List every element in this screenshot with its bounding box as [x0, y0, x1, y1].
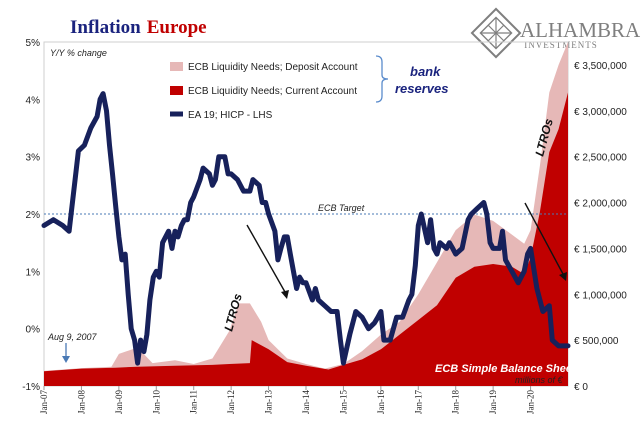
- right-tick-label: € 3,500,000: [574, 61, 627, 72]
- left-tick-label: 2%: [26, 210, 41, 221]
- left-tick-label: 3%: [26, 153, 41, 164]
- right-tick-label: € 2,000,000: [574, 199, 627, 210]
- diamond-lattice-icon: [470, 7, 522, 59]
- x-tick-label: Jan-17: [413, 390, 423, 414]
- chart-title: Inflation Europe: [70, 17, 207, 38]
- x-tick-label: Jan-07: [39, 390, 49, 414]
- right-axis-label: millions of €: [515, 375, 564, 385]
- x-tick-label: Jan-09: [114, 390, 124, 414]
- left-tick-label: 0%: [26, 325, 41, 336]
- right-tick-label: € 0: [574, 382, 588, 393]
- legend-swatch-deposit: [170, 62, 183, 71]
- annotation-balance-sheet: ECB Simple Balance Sheet: [435, 363, 577, 375]
- right-tick-label: € 1,000,000: [574, 290, 627, 301]
- logo-name: ALHAMBRA: [520, 18, 641, 42]
- legend-label-hicp: EA 19; HICP - LHS: [188, 110, 273, 121]
- hicp-line: [41, 91, 571, 366]
- x-tick-label: Jan-10: [151, 390, 161, 414]
- x-tick-label: Jan-20: [526, 390, 536, 414]
- x-tick-label: Jan-16: [376, 390, 386, 414]
- left-tick-label: 4%: [26, 95, 41, 106]
- x-axis: Jan-07 Jan-08 Jan-09 Jan-10 Jan-11 Jan-12 Jan-…: [39, 386, 536, 414]
- right-tick-label: € 500,000: [574, 336, 619, 347]
- left-tick-label: 1%: [26, 267, 41, 278]
- x-tick-label: Jan-12: [226, 390, 236, 414]
- right-tick-label: € 1,500,000: [574, 244, 627, 255]
- bank-reserves-bracket: [375, 55, 389, 103]
- legend: ECB Liquidity Needs; Deposit Account ECB…: [170, 55, 449, 121]
- left-tick-label: -1%: [22, 382, 40, 393]
- annotation-trend-arrowhead-1: [281, 290, 289, 299]
- x-tick-label: Jan-14: [301, 390, 311, 414]
- x-tick-label: Jan-19: [488, 390, 498, 414]
- x-tick-label: Jan-15: [338, 390, 348, 414]
- bracket-label-bank: bank: [410, 64, 441, 79]
- annotation-trend-arrow-1: [246, 224, 286, 293]
- legend-label-deposit: ECB Liquidity Needs; Deposit Account: [188, 62, 358, 73]
- bracket-label-reserves: reserves: [395, 81, 449, 96]
- legend-label-current: ECB Liquidity Needs; Current Account: [188, 86, 357, 97]
- x-tick-label: Jan-13: [264, 390, 274, 414]
- legend-swatch-current: [170, 86, 183, 95]
- annotation-aug-2007-arrowhead: [62, 356, 70, 363]
- x-tick-label: Jan-11: [189, 390, 199, 414]
- annotation-trend-arrowhead-2: [559, 272, 567, 281]
- chart-title-part-1: Inflation: [70, 17, 141, 38]
- left-axis: -1% 0% 1% 2% 3% 4% 5%: [22, 38, 40, 393]
- deposit-account-area: [44, 42, 568, 386]
- annotation-aug-2007: Aug 9, 2007: [47, 332, 98, 342]
- chart-title-part-2: Europe: [147, 17, 207, 38]
- right-tick-label: € 3,000,000: [574, 107, 627, 118]
- right-tick-label: € 2,500,000: [574, 153, 627, 164]
- ecb-target-label: ECB Target: [318, 203, 365, 213]
- right-axis: € 0 € 500,000 € 1,000,000 € 1,500,000 € 2,00…: [574, 61, 627, 393]
- annotation-trend-arrow-2: [524, 202, 564, 275]
- x-tick-label: Jan-18: [451, 390, 461, 414]
- alhambra-logo: ALHAMBRA INVESTMENTS: [470, 7, 641, 59]
- logo-subtitle: INVESTMENTS: [524, 40, 598, 50]
- x-tick-label: Jan-08: [76, 390, 86, 414]
- left-tick-label: 5%: [26, 38, 41, 49]
- current-account-area: [44, 92, 568, 386]
- left-axis-label: Y/Y % change: [50, 48, 107, 58]
